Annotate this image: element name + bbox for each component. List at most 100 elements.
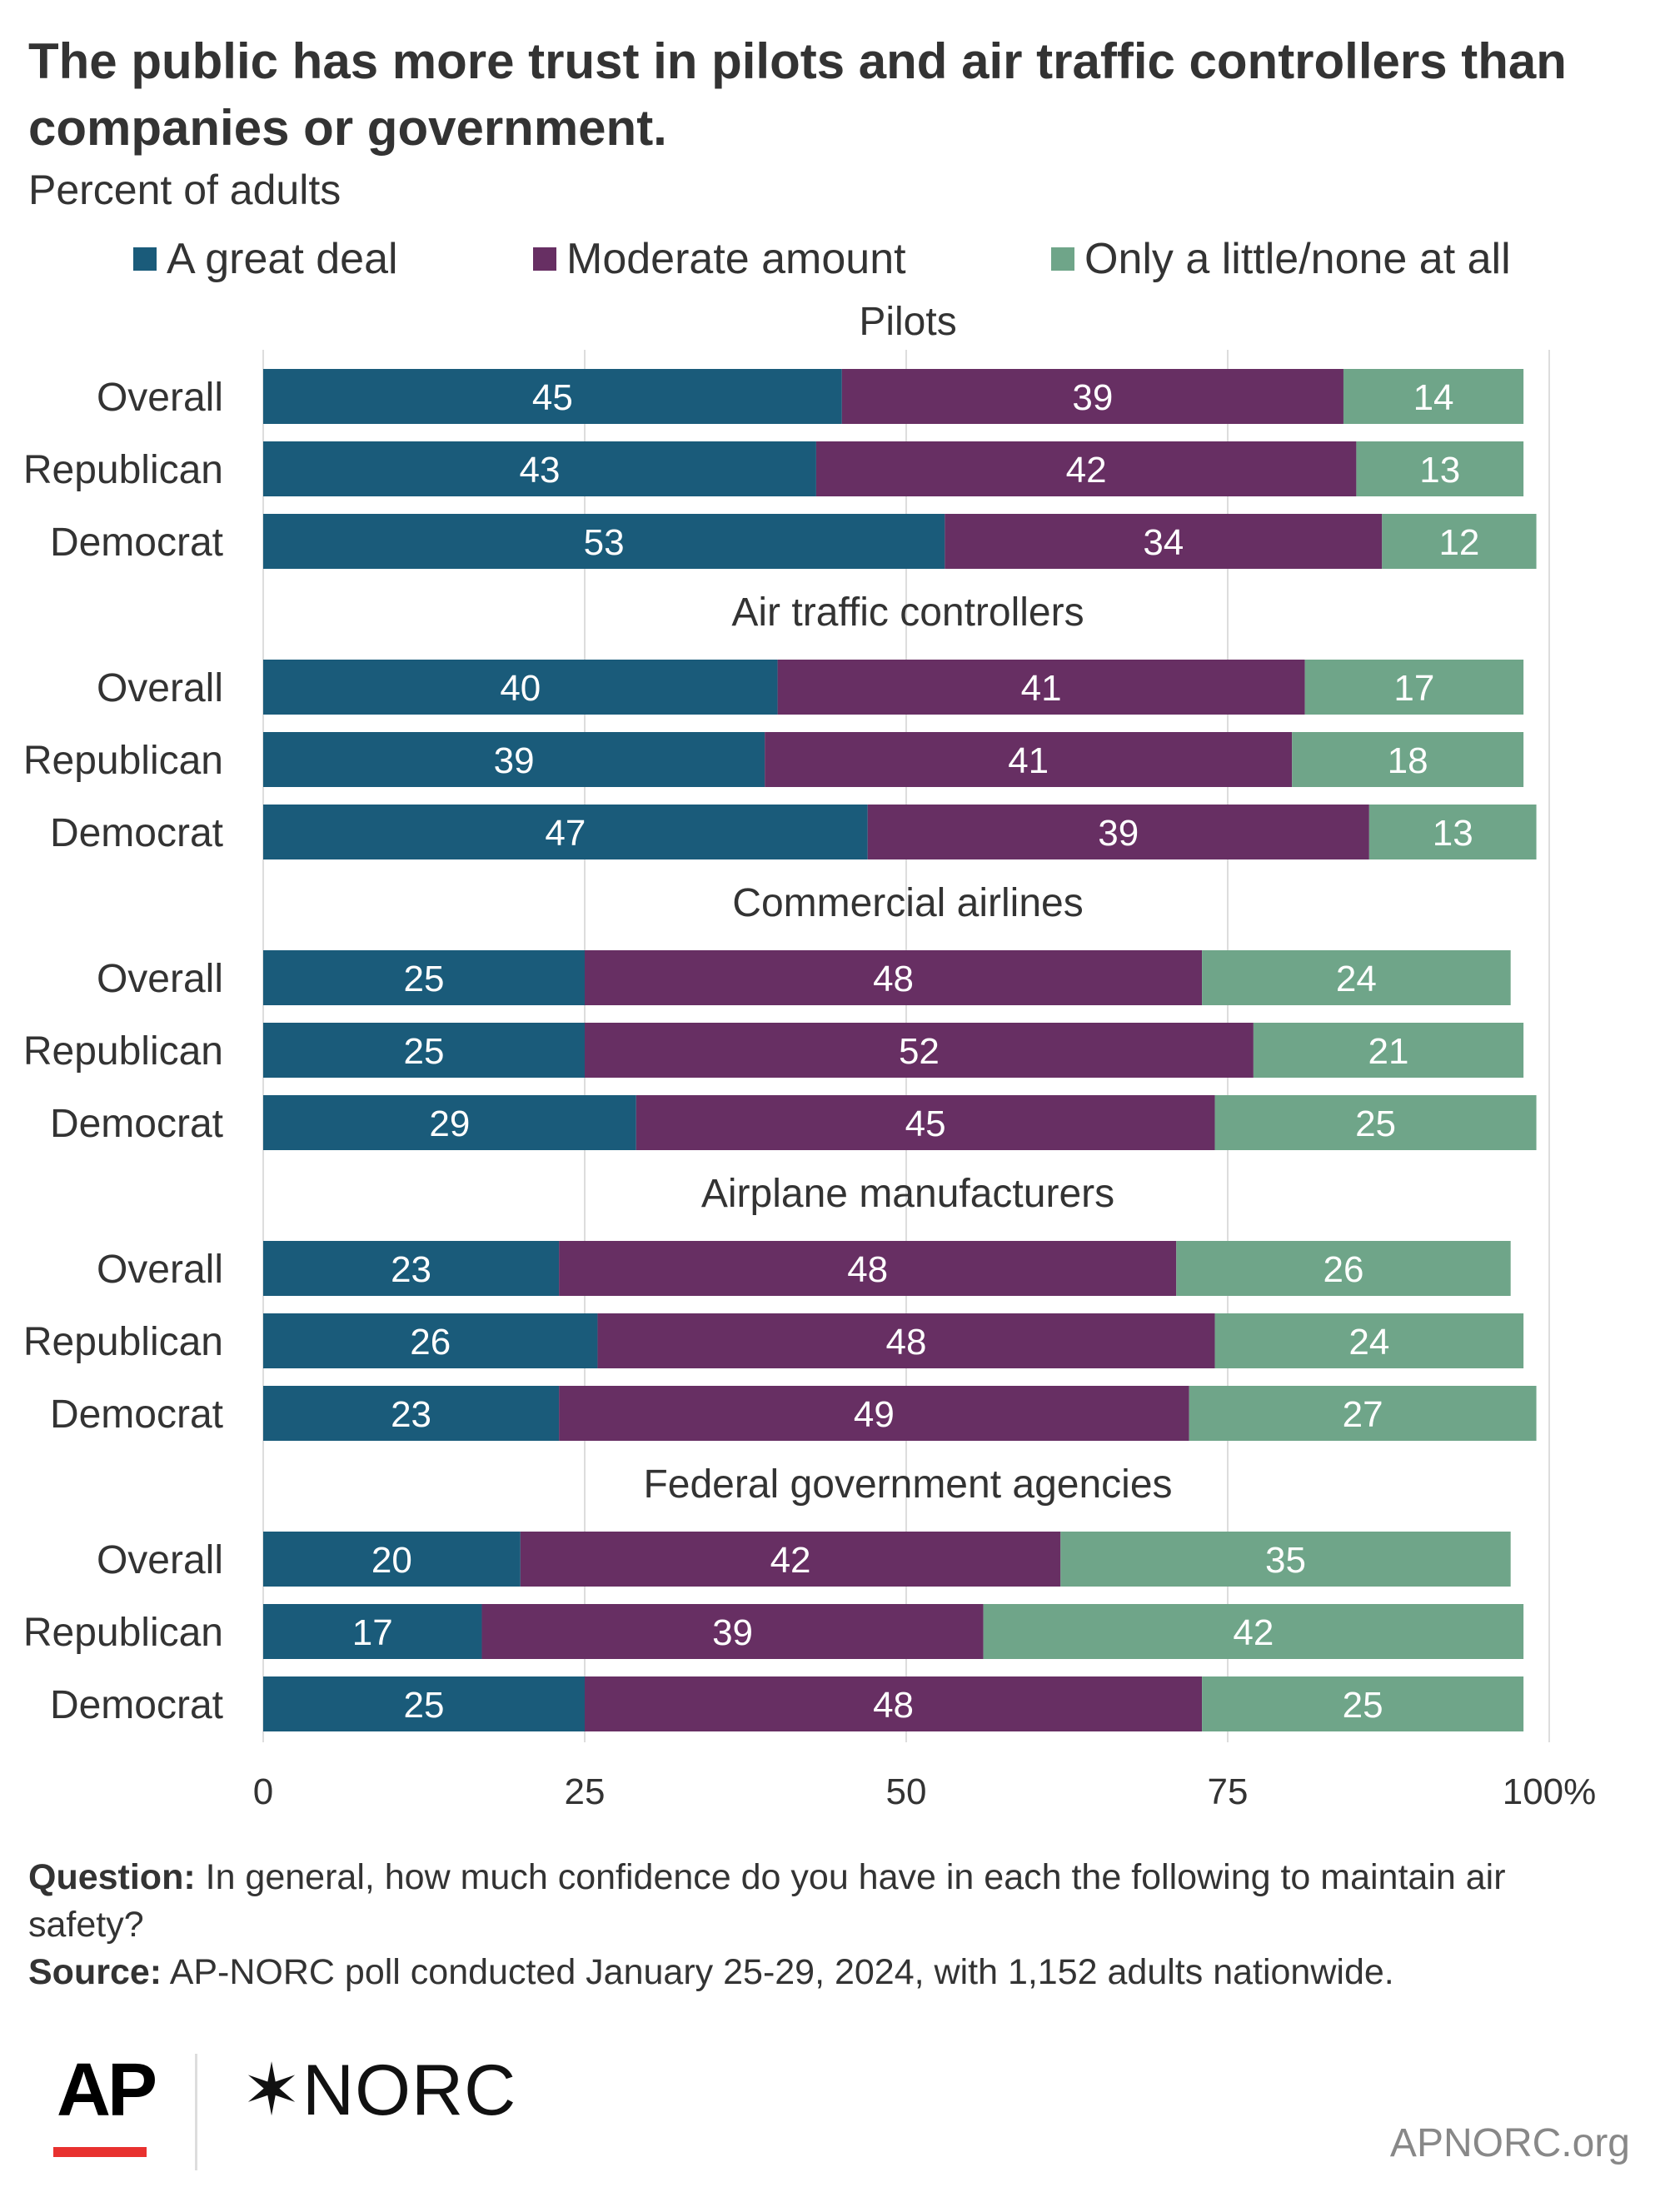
footer-note: Question: In general, how much confidenc… [28, 1854, 1628, 1996]
data-label: 23 [391, 1394, 431, 1435]
legend-swatch-little [1051, 247, 1074, 271]
data-label: 52 [899, 1031, 940, 1072]
data-label: 23 [391, 1249, 431, 1290]
data-label: 12 [1438, 522, 1479, 563]
data-label: 25 [1343, 1685, 1383, 1726]
bar-segment [777, 660, 1305, 715]
legend: A great deal Moderate amount Only a litt… [0, 230, 1660, 288]
bar-segment [585, 950, 1203, 1005]
bar-segment [867, 805, 1369, 859]
x-tick-label: 0 [253, 1771, 273, 1812]
data-label: 39 [712, 1612, 753, 1653]
x-tick-label: 25 [565, 1771, 606, 1812]
x-tick-label: 100% [1503, 1771, 1597, 1812]
logo-divider [195, 2054, 197, 2170]
bar-segment [1382, 514, 1537, 569]
bar-segment [1292, 732, 1524, 787]
chart-subtitle: Percent of adults [28, 167, 341, 213]
bar-segment [263, 1313, 598, 1368]
bar-segment [263, 1095, 636, 1150]
data-label: 49 [854, 1394, 895, 1435]
data-label: 48 [886, 1322, 927, 1363]
data-label: 34 [1143, 522, 1184, 563]
chart-title: The public has more trust in pilots and … [28, 33, 1567, 156]
data-label: 42 [1233, 1612, 1274, 1653]
legend-item-moderate: Moderate amount [533, 230, 906, 288]
site-url: APNORC.org [1389, 2121, 1630, 2165]
group-title: Airplane manufacturers [701, 1172, 1114, 1216]
bar-segment [1343, 369, 1524, 424]
row-label: Republican [23, 448, 223, 492]
data-label: 39 [494, 740, 535, 781]
data-label: 20 [371, 1540, 412, 1581]
bar-segment [1214, 1313, 1524, 1368]
legend-swatch-great-deal [133, 247, 157, 271]
data-label: 17 [352, 1612, 393, 1653]
data-label: 24 [1348, 1322, 1389, 1363]
legend-label-little: Only a little/none at all [1084, 235, 1511, 283]
data-label: 42 [770, 1540, 811, 1581]
norc-logo: ✶NORC [242, 2050, 517, 2130]
group-title: Pilots [859, 300, 956, 344]
bar-segment [585, 1676, 1203, 1731]
data-label: 53 [584, 522, 625, 563]
bar-segment [585, 1023, 1254, 1078]
data-label: 13 [1419, 450, 1460, 491]
row-label: Democrat [50, 1392, 223, 1437]
data-label: 26 [410, 1322, 451, 1363]
bar-segment [481, 1604, 984, 1659]
group-title: Federal government agencies [643, 1462, 1172, 1507]
legend-label-moderate: Moderate amount [566, 235, 906, 283]
bar-segment [263, 1241, 560, 1296]
data-label: 14 [1413, 377, 1454, 418]
row-label: Overall [97, 1248, 223, 1292]
bar-segment [1368, 805, 1537, 859]
bar-segment [263, 441, 816, 496]
data-label: 25 [404, 959, 445, 999]
row-label: Republican [23, 1029, 223, 1074]
data-label: 40 [500, 668, 541, 709]
bar-segment [520, 1532, 1061, 1587]
data-label: 13 [1433, 813, 1473, 854]
data-label: 25 [404, 1685, 445, 1726]
data-label: 26 [1323, 1249, 1363, 1290]
legend-item-little: Only a little/none at all [1051, 230, 1511, 288]
bar-segment [263, 1676, 585, 1731]
bar-segment [1214, 1095, 1537, 1150]
source-label: Source: [28, 1952, 162, 1992]
bar-segment [263, 514, 945, 569]
data-label: 35 [1265, 1540, 1306, 1581]
ap-logo-underline [53, 2147, 147, 2157]
data-label: 17 [1393, 668, 1434, 709]
row-label: Democrat [50, 1683, 223, 1727]
legend-swatch-moderate [533, 247, 556, 271]
bar-segment [1189, 1386, 1537, 1441]
data-label: 39 [1072, 377, 1113, 418]
data-label: 45 [905, 1104, 946, 1144]
bar-segment [815, 441, 1357, 496]
bar-segment [841, 369, 1343, 424]
data-label: 25 [1355, 1104, 1396, 1144]
legend-item-great-deal: A great deal [133, 230, 398, 288]
data-label: 48 [847, 1249, 888, 1290]
data-label: 48 [873, 959, 914, 999]
bar-segment [559, 1241, 1177, 1296]
x-tick-label: 50 [886, 1771, 927, 1812]
x-tick-label: 75 [1208, 1771, 1249, 1812]
row-label: Republican [23, 1611, 223, 1655]
bar-segment [765, 732, 1293, 787]
bar-segment [1304, 660, 1524, 715]
bar-segment [263, 1532, 521, 1587]
bar-segment [263, 950, 585, 1005]
row-label: Overall [97, 376, 223, 420]
bar-segment [983, 1604, 1524, 1659]
row-label: Democrat [50, 521, 223, 565]
data-label: 18 [1388, 740, 1428, 781]
bar-segment [263, 660, 778, 715]
bar-segment [263, 732, 765, 787]
data-label: 21 [1368, 1031, 1409, 1072]
bar-segment [263, 369, 842, 424]
row-label: Overall [97, 957, 223, 1001]
group-title: Air traffic controllers [731, 590, 1084, 635]
